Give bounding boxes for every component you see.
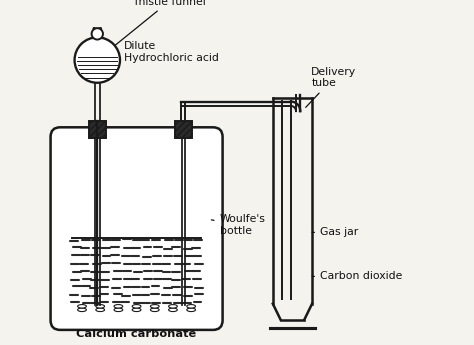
Circle shape [74,37,120,83]
Circle shape [91,28,103,40]
Ellipse shape [187,305,195,308]
Ellipse shape [150,308,159,312]
FancyBboxPatch shape [51,127,223,330]
Ellipse shape [132,308,141,312]
Ellipse shape [78,305,86,308]
Ellipse shape [169,308,177,312]
Text: Thistle funnel: Thistle funnel [113,0,206,47]
Text: Calcium carbonate: Calcium carbonate [76,329,197,339]
Bar [89,121,106,138]
Ellipse shape [96,305,105,308]
Ellipse shape [150,305,159,308]
Text: Delivery
tube: Delivery tube [306,67,356,107]
Ellipse shape [114,305,123,308]
Ellipse shape [132,305,141,308]
Text: Woulfe's
bottle: Woulfe's bottle [211,214,265,236]
Ellipse shape [78,308,86,312]
Ellipse shape [114,308,123,312]
Text: Carbon dioxide: Carbon dioxide [312,272,402,282]
Text: Gas jar: Gas jar [312,227,358,237]
Bar [174,121,192,138]
Ellipse shape [96,308,105,312]
Text: Dilute
Hydrochloric acid: Dilute Hydrochloric acid [111,41,219,63]
Ellipse shape [169,305,177,308]
Ellipse shape [187,308,195,312]
